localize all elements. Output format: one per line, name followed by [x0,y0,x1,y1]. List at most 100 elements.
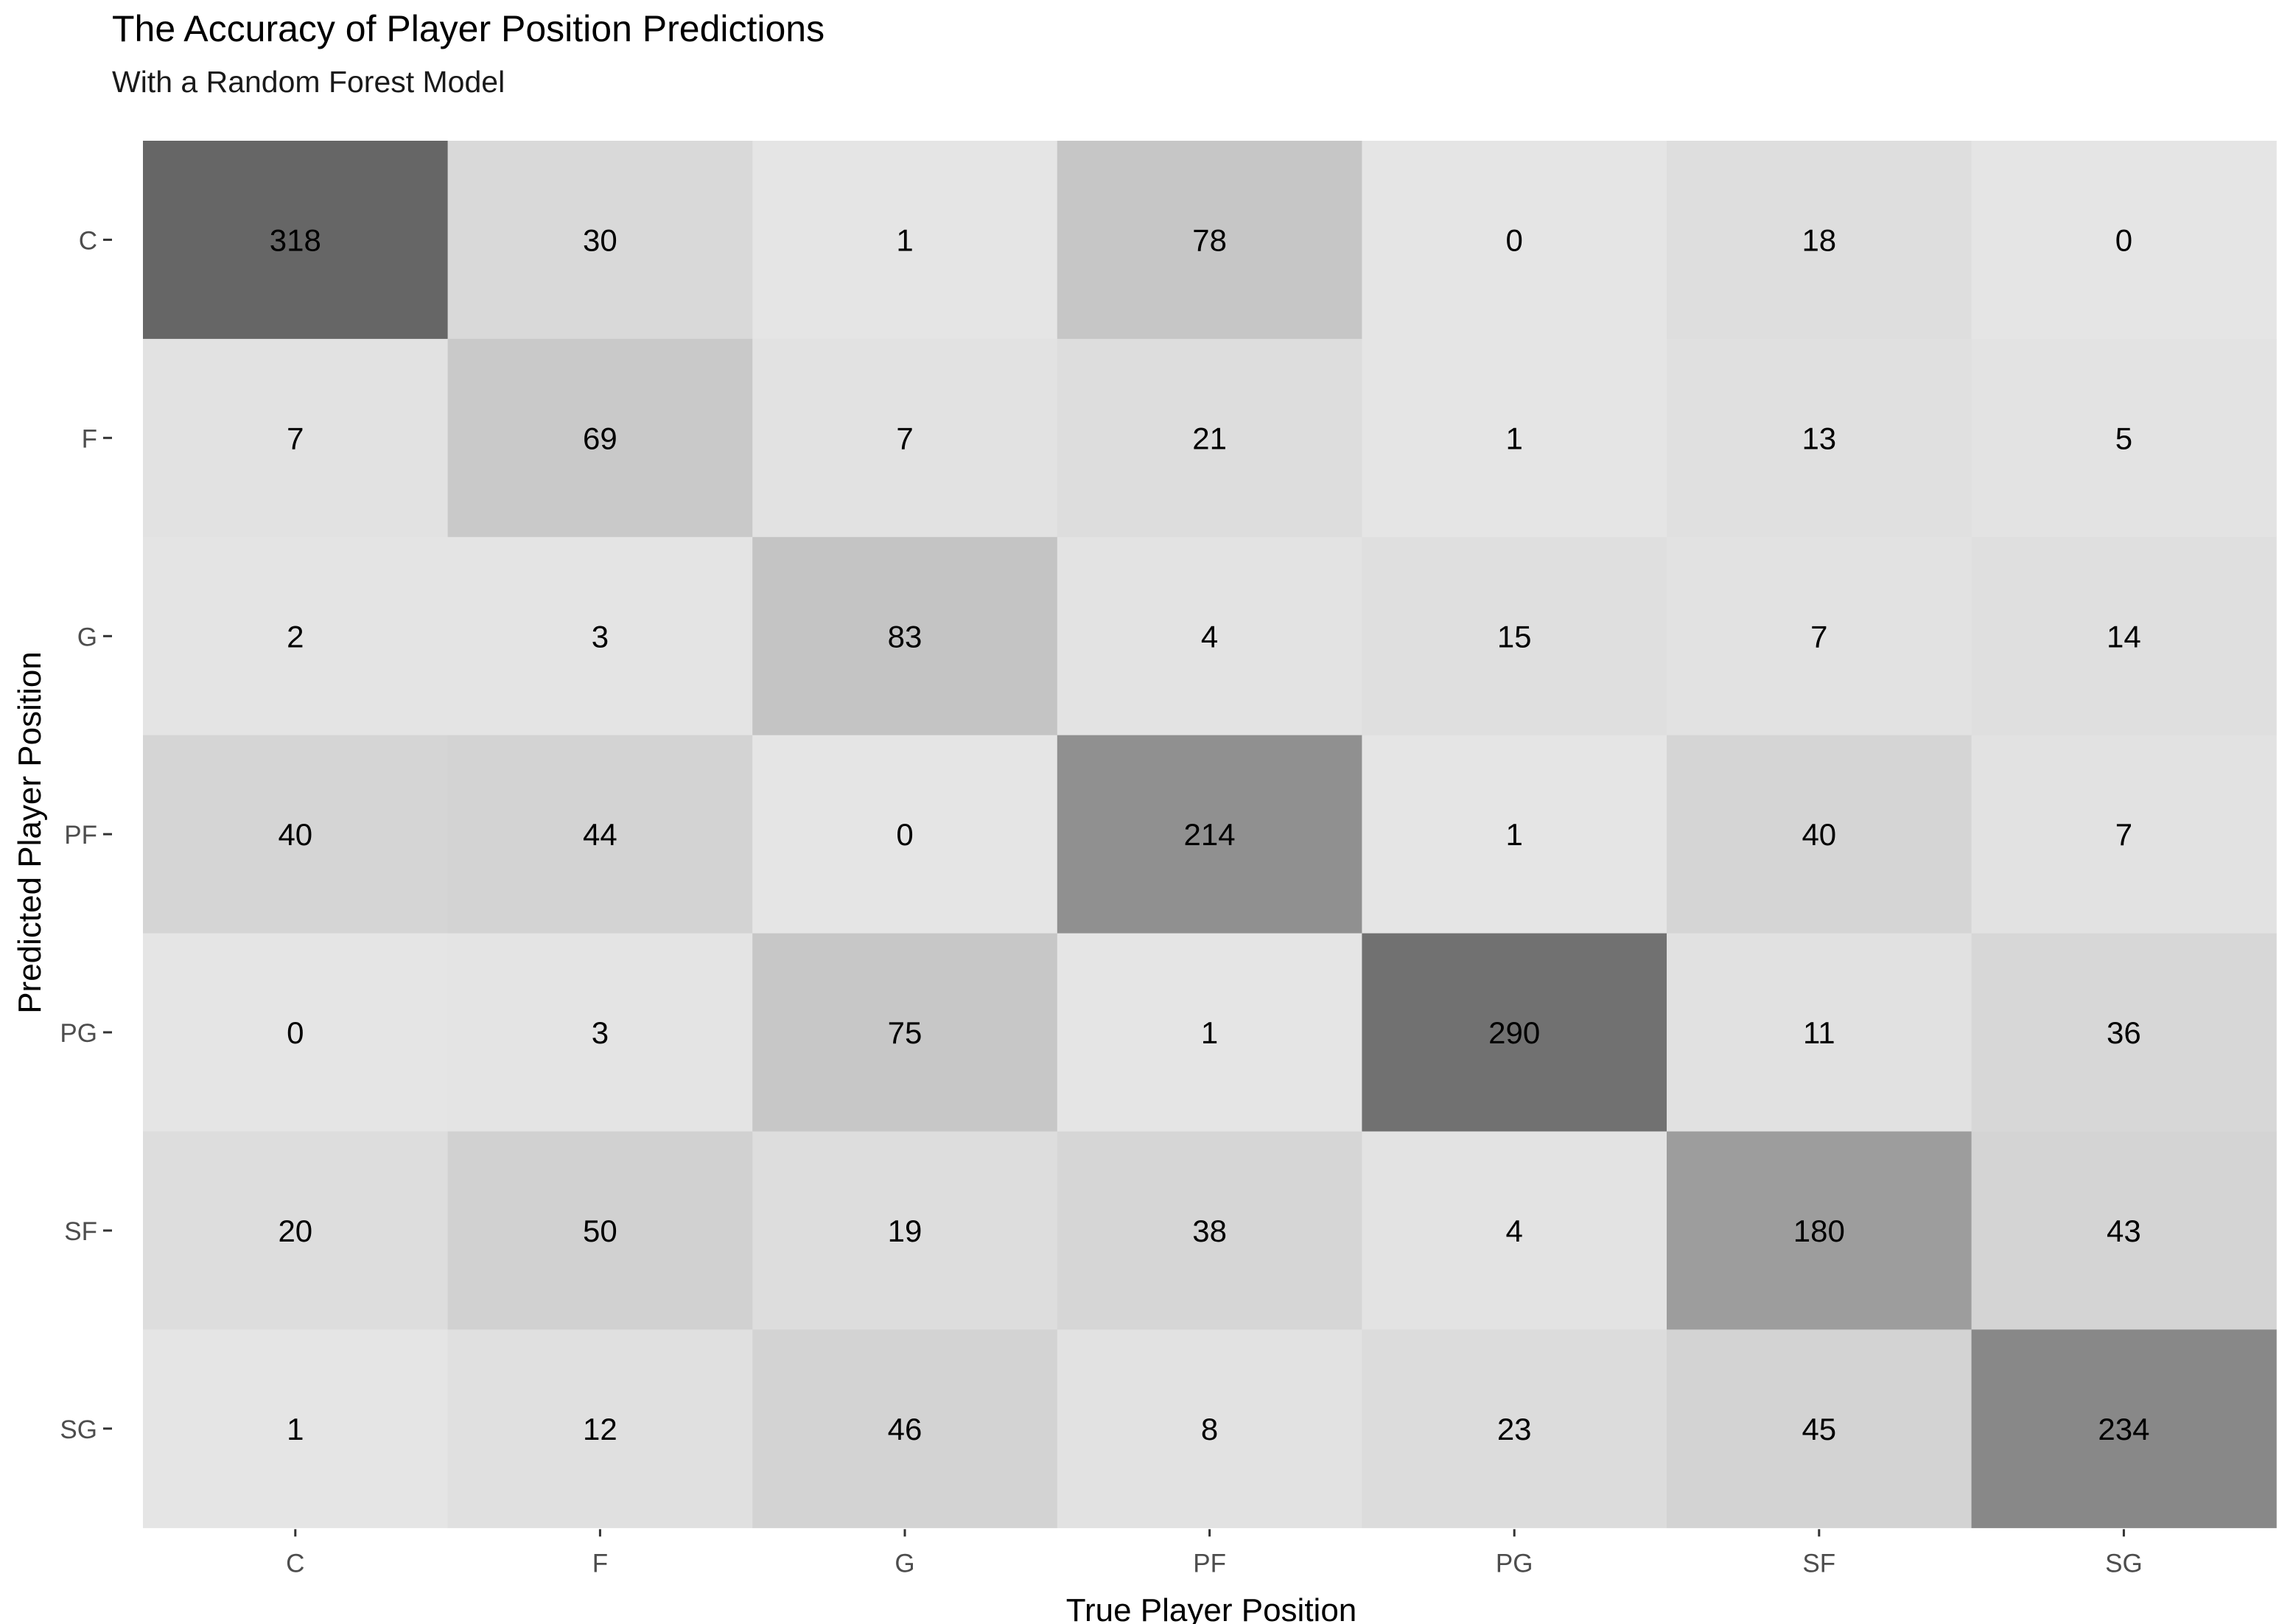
chart-subtitle: With a Random Forest Model [112,65,505,99]
heatmap-cell-G-SF [1667,536,1972,736]
cell-value-label: 30 [583,223,617,257]
heatmap-cell-PF-C [143,735,449,934]
cell-value-label: 1 [1506,817,1523,852]
heatmap-cell-F-SG [1971,338,2277,538]
heatmap-cell-PG-PF [1057,933,1362,1133]
cell-value-label: 1 [287,1412,304,1446]
cell-value-label: 8 [1201,1412,1218,1446]
heatmap-cell-SG-F [447,1329,753,1528]
heatmap-cell-C-G [752,141,1058,340]
heatmap-cell-SF-PF [1057,1131,1362,1330]
cell-value-label: 7 [2115,817,2132,852]
x-tick-label: SF [1802,1549,1835,1578]
heatmap-cell-PG-SF [1667,933,1972,1133]
cell-value-label: 75 [888,1015,923,1050]
y-tick-label: SF [64,1217,97,1246]
cell-value-label: 21 [1192,421,1227,455]
heatmap-cell-G-G [752,536,1058,736]
heatmap-cell-F-F [447,338,753,538]
cell-value-label: 15 [1497,619,1532,654]
heatmap-cell-SF-G [752,1131,1058,1330]
cell-value-label: 234 [2098,1412,2149,1446]
cell-value-label: 11 [1803,1015,1835,1050]
heatmap-cell-PG-SG [1971,933,2277,1133]
y-tick-label: PF [64,821,97,850]
cell-value-label: 38 [1192,1214,1227,1248]
heatmap-cell-G-PG [1362,536,1667,736]
heatmap-cell-SG-C [143,1329,449,1528]
heatmap-cell-PF-G [752,735,1058,934]
heatmap-cell-SG-PF [1057,1329,1362,1528]
heatmap-cell-G-PF [1057,536,1362,736]
heatmap-cell-C-SG [1971,141,2277,340]
cell-value-label: 40 [278,817,312,852]
heatmap-cell-PG-G [752,933,1058,1133]
heatmap-cell-SG-SF [1667,1329,1972,1528]
heatmap-cell-F-C [143,338,449,538]
cell-value-label: 7 [1810,619,1827,654]
cell-value-label: 3 [592,619,609,654]
heatmap-cell-SF-SF [1667,1131,1972,1330]
cell-value-label: 18 [1802,223,1836,257]
x-tick-label: PF [1193,1549,1226,1578]
cell-value-label: 12 [583,1412,617,1446]
x-tick-label: C [286,1549,304,1578]
cell-value-label: 318 [270,223,321,257]
chart-title: The Accuracy of Player Position Predicti… [112,8,825,49]
cell-value-label: 4 [1201,619,1218,654]
y-axis: C F G PF PG SF SG [60,226,112,1444]
heatmap-cell-F-G [752,338,1058,538]
heatmap-cell-F-PG [1362,338,1667,538]
cell-value-label: 50 [583,1214,617,1248]
cell-value-label: 46 [888,1412,923,1446]
heatmap-cell-SG-SG [1971,1329,2277,1528]
cell-value-label: 44 [583,817,617,852]
heatmap-cell-PF-SG [1971,735,2277,934]
heatmap-cell-SG-PG [1362,1329,1667,1528]
cell-value-label: 69 [583,421,617,455]
heatmap-cell-PG-C [143,933,449,1133]
cell-value-label: 36 [2107,1015,2141,1050]
cell-value-label: 43 [2107,1214,2141,1248]
y-tick-label: F [82,424,97,453]
cell-value-label: 78 [1192,223,1227,257]
cell-value-label: 1 [1506,421,1523,455]
heatmap-cell-C-PF [1057,141,1362,340]
cell-value-label: 290 [1488,1015,1540,1050]
heatmap-cell-C-SF [1667,141,1972,340]
cell-value-label: 4 [1506,1214,1523,1248]
x-tick-label: SG [2105,1549,2143,1578]
heatmap-cell-PF-PG [1362,735,1667,934]
cell-value-label: 1 [1201,1015,1218,1050]
cell-value-label: 0 [2115,223,2132,257]
heatmap-cell-SF-F [447,1131,753,1330]
heatmap-cell-PG-PG [1362,933,1667,1133]
cell-value-label: 20 [278,1214,312,1248]
y-tick-label: PG [60,1019,97,1048]
cell-value-label: 3 [592,1015,609,1050]
cell-value-label: 1 [896,223,913,257]
heatmap-cell-SF-SG [1971,1131,2277,1330]
x-axis: C F G PF PG SF SG [286,1529,2143,1578]
cell-value-label: 14 [2107,619,2141,654]
heatmap-cell-PG-F [447,933,753,1133]
cell-value-label: 13 [1802,421,1836,455]
cell-value-label: 45 [1802,1412,1836,1446]
cell-value-label: 180 [1793,1214,1845,1248]
cell-value-label: 2 [287,619,304,654]
heatmap-cell-F-PF [1057,338,1362,538]
cell-value-label: 40 [1802,817,1836,852]
x-tick-label: F [592,1549,608,1578]
heatmap-cell-SG-G [752,1329,1058,1528]
heatmap-cell-PF-F [447,735,753,934]
cell-value-label: 23 [1497,1412,1532,1446]
cell-value-label: 7 [287,421,304,455]
x-tick-label: G [895,1549,914,1578]
cell-value-label: 5 [2115,421,2132,455]
y-axis-title: Predicted Player Position [12,651,48,1014]
cell-value-label: 83 [888,619,923,654]
cell-value-label: 0 [896,817,913,852]
heatmap-cell-C-PG [1362,141,1667,340]
